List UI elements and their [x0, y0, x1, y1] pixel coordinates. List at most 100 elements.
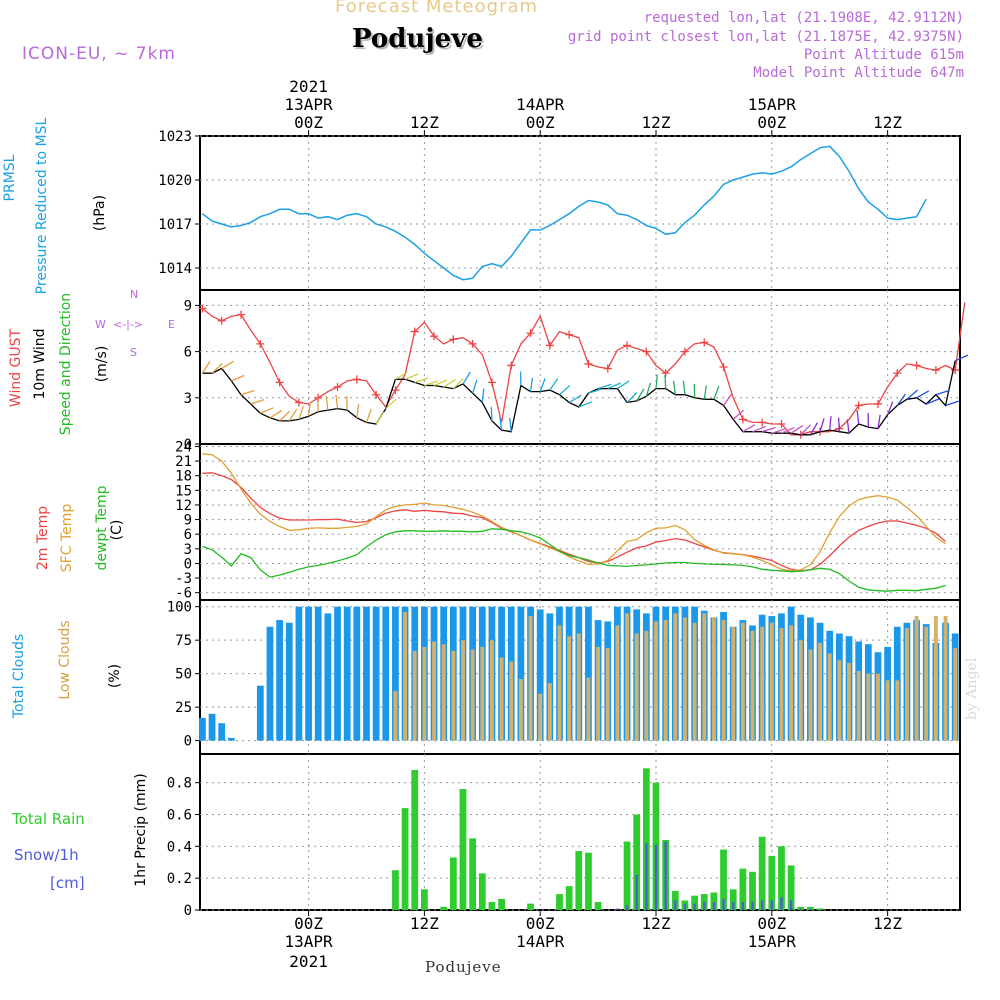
wind-direction-arrow [636, 388, 645, 402]
snow-bar [654, 844, 658, 910]
top-tick-label-0-1: 00Z [294, 113, 323, 132]
wind-direction-arrow [490, 406, 493, 421]
wind-direction-arrow [559, 384, 571, 396]
total-cloud-bar [392, 606, 399, 741]
top-year-label: 2021 [289, 77, 328, 96]
wind-direction-arrow [240, 389, 255, 396]
rain-bar [478, 873, 486, 910]
wind-direction-arrow [424, 380, 438, 387]
low-cloud-bar [461, 640, 465, 741]
low-cloud-bar [731, 626, 736, 741]
gust-marker [642, 347, 651, 356]
total-cloud-bar [314, 606, 322, 741]
low-cloud-bar [518, 679, 523, 741]
gust-marker [468, 339, 477, 348]
total-cloud-bar [585, 606, 592, 741]
ytick-label-2-9: 21 [175, 454, 192, 470]
top-tick-label-4-0: 15APR [748, 95, 797, 114]
gust-marker [237, 310, 246, 319]
gust-marker [603, 364, 612, 373]
wind-direction-arrow [211, 363, 223, 374]
low-cloud-bar [827, 653, 832, 741]
gust-marker [623, 341, 632, 350]
low-cloud-bar [586, 677, 591, 741]
wind-direction-arrow [452, 378, 464, 390]
rain-bar [642, 768, 650, 910]
bottom-tick-label-0-0: 00Z [294, 914, 323, 933]
total-cloud-bar [285, 622, 293, 741]
wind-direction-arrow [231, 374, 245, 382]
low-cloud-bar [480, 646, 485, 741]
wind-direction-arrow [732, 409, 745, 420]
low-cloud-bar [596, 646, 601, 741]
rain-bar [440, 906, 448, 910]
total-cloud-bar [353, 606, 361, 741]
snow-bar [789, 900, 793, 910]
wind-direction-arrow [877, 414, 881, 429]
rain-bar [421, 889, 428, 910]
wind-direction-arrow [288, 408, 298, 422]
rain-bar [816, 908, 824, 910]
temp2m-line [202, 472, 946, 572]
gust-marker [198, 304, 207, 313]
ytick-label-2-4: 6 [184, 527, 192, 543]
total-cloud-bar [324, 613, 332, 741]
ytick-label-2-0: -6 [175, 586, 192, 602]
gust-marker [275, 378, 284, 387]
rain-bar [749, 871, 756, 910]
wind-direction-arrow [597, 383, 612, 390]
gust-marker [738, 415, 747, 424]
wind-direction-arrow [375, 411, 385, 425]
snow-bar [635, 874, 638, 910]
rain-bar [469, 838, 477, 910]
gust-marker [430, 332, 439, 341]
low-cloud-bar [740, 622, 745, 741]
wind-direction-arrow [906, 389, 918, 400]
wind-direction-arrow [781, 426, 795, 434]
gust-marker [256, 339, 265, 348]
total-cloud-bar [382, 606, 390, 741]
rain-bar [411, 769, 419, 910]
rain-bar [758, 836, 766, 910]
rain-bar [575, 851, 583, 910]
low-cloud-bar [895, 680, 900, 741]
bottom-tick-label-1-0: 12Z [410, 914, 439, 933]
ytick-label-2-10: 24 [175, 439, 192, 455]
wind-direction-arrow [752, 425, 766, 433]
wind-direction-arrow [250, 399, 265, 405]
wind-direction-arrow [529, 377, 534, 392]
ytick-label-4-0: 0 [184, 903, 192, 919]
ytick-label-4-2: 0.4 [167, 839, 192, 855]
dewpt-line [202, 528, 946, 592]
low-cloud-bar [837, 660, 842, 741]
ytick-label-2-5: 9 [184, 513, 192, 529]
compass-e: E [168, 318, 175, 331]
wind-direction-arrow [916, 390, 930, 399]
point-altitude: Point Altitude 615m [803, 47, 964, 63]
low-cloud-bar [451, 650, 456, 741]
total-cloud-bar [199, 717, 206, 741]
rain-bar [623, 841, 631, 910]
gust-marker [584, 359, 593, 368]
bottom-tick-label-5-0: 12Z [873, 914, 902, 933]
rain-bar [392, 870, 399, 910]
rain-bar [633, 814, 641, 910]
low-cloud-bar [953, 648, 958, 741]
top-tick-label-3-0: 12Z [642, 113, 671, 132]
wind-direction-arrow [896, 393, 906, 406]
panel-frame-2 [199, 443, 961, 601]
top-tick-label-4-1: 00Z [757, 113, 786, 132]
ytick-label-2-7: 15 [175, 483, 192, 499]
wind-direction-arrow [298, 405, 305, 420]
rain-bar [739, 868, 747, 910]
ytick-label-2-3: 3 [184, 542, 192, 558]
low-cloud-bar [567, 636, 572, 741]
snow-bar [712, 902, 716, 910]
wind-direction-arrow [829, 416, 832, 431]
wind-direction-arrow [539, 378, 546, 392]
compass-n: N [130, 288, 139, 301]
bottom-year-label: 2021 [289, 952, 328, 971]
bottom-tick-label-3-0: 12Z [642, 914, 671, 933]
wind-direction-arrow [713, 386, 720, 400]
low-cloud-bar [673, 613, 678, 741]
